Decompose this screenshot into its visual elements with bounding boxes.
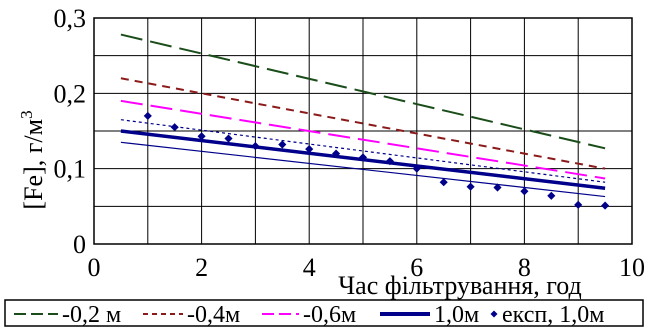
data-point-exp: [412, 164, 421, 173]
data-point-exp: [493, 183, 502, 192]
data-point-exp: [385, 157, 394, 166]
data-point-exp: [305, 145, 314, 154]
x-tick-label: 2: [195, 253, 208, 282]
data-point-exp: [224, 134, 233, 143]
data-point-exp: [547, 191, 556, 200]
y-axis-title: [Fe], г/м3: [17, 110, 48, 209]
tick-labels: 0 2 4 6 8 10 0 0,1 0,2 0,3: [54, 4, 646, 282]
y-axis-title-superscript: 3: [17, 110, 36, 119]
legend-marker-exp: [490, 310, 498, 318]
data-point-exp: [520, 187, 529, 196]
legend-label: -0,6м: [303, 302, 356, 328]
y-tick-label: 0,3: [54, 4, 87, 33]
data-point-exp: [278, 140, 287, 149]
legend-label: -0,2 м: [62, 302, 121, 328]
legend-box: [4, 299, 644, 327]
axes: [93, 17, 633, 245]
data-point-exp: [601, 201, 610, 210]
plot-series: [120, 33, 610, 210]
x-tick-label: 8: [518, 253, 531, 282]
data-point-exp: [466, 182, 475, 191]
data-point-exp: [251, 142, 260, 151]
x-tick-label: 0: [88, 253, 101, 282]
legend: -0,2 м -0,4м -0,6м 1,0м експ, 1,0м: [4, 299, 644, 328]
y-tick-label: 0,1: [54, 155, 87, 184]
legend-label: 1,0м: [434, 302, 479, 328]
series-line-0-4м: [120, 77, 606, 170]
y-axis-title-main: [Fe], г/м: [19, 119, 48, 210]
data-point-exp: [358, 153, 368, 162]
x-tick-label: 6: [410, 253, 423, 282]
x-tick-label: 4: [303, 253, 316, 282]
x-axis-title: Час фільтрування, год: [338, 271, 581, 300]
data-point-exp: [439, 178, 448, 187]
y-tick-label: 0: [73, 230, 86, 259]
data-point-exp: [197, 132, 206, 141]
data-point-exp: [574, 200, 583, 209]
data-point-exp: [170, 123, 179, 132]
legend-label: -0,4м: [187, 302, 240, 328]
x-tick-label: 10: [619, 253, 645, 282]
data-point-exp: [143, 111, 152, 120]
data-point-exp: [332, 149, 341, 158]
series-line-0-2-м: [120, 33, 606, 150]
legend-label: експ, 1,0м: [502, 302, 604, 328]
y-tick-label: 0,2: [54, 79, 87, 108]
series-line-0-6м: [120, 99, 606, 180]
plot-frame: [93, 17, 633, 245]
